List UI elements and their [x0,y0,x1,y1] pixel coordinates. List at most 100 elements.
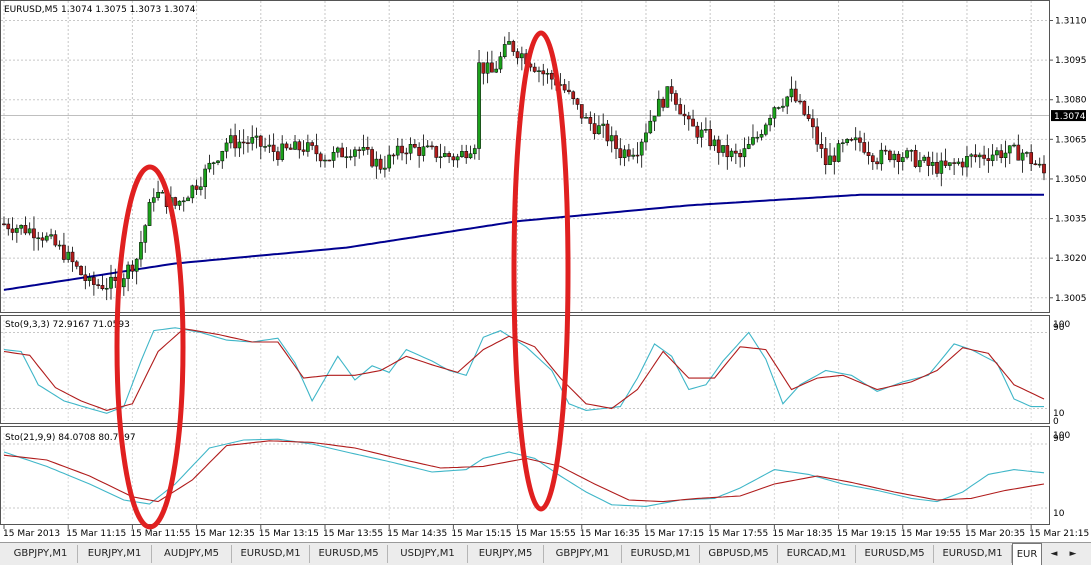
candle [404,147,409,165]
candle [943,148,948,169]
candle [143,224,148,253]
candle [203,164,208,200]
candle [678,97,683,115]
candle [280,135,285,162]
sto1-gridlines [1,320,1049,421]
chart-tab[interactable]: EURUSD,M5 [856,545,934,563]
chart-tab[interactable]: GBPJPY,M1 [4,545,78,563]
chart-tab[interactable]: AUDJPY,M5 [152,545,232,563]
candle [224,137,229,159]
candle [464,144,469,164]
candle [995,147,999,161]
candle [977,152,982,168]
candle [383,155,387,178]
chart-tab[interactable]: EURCAD,M1 [778,545,856,563]
candle [323,154,327,168]
candle [520,46,524,71]
candle [682,104,687,126]
candle [494,60,499,74]
candle [126,261,130,292]
sto2-label: Sto(21,9,9) 84.0708 80.7197 [5,433,136,443]
chart-tab[interactable]: GBPJPY,M1 [544,545,622,563]
sto1-lines [3,327,1045,414]
current-price-label: 1.3074 [1054,112,1086,122]
candle [879,142,884,171]
tab-scroll-right-icon[interactable]: ► [1069,549,1077,559]
candle [121,273,126,296]
candle [62,232,66,263]
candle [430,141,434,150]
candle [1037,157,1042,168]
candle [160,189,165,194]
candle [763,122,768,137]
candle [549,69,554,90]
candle [965,146,969,177]
time-tick-label: 15 Mar 11:55 [130,529,190,539]
tab-scroll-left-icon[interactable]: ◄ [1050,549,1058,559]
chart-tab[interactable]: EURUSD,M1 [934,545,1012,563]
candle [19,224,23,235]
chart-tab[interactable]: EURUSD,M1 [622,545,700,563]
time-tick-label: 15 Mar 17:55 [708,529,768,539]
main-title: EURUSD,M5 1.3074 1.3075 1.3073 1.3074 [4,5,196,15]
candle [999,144,1004,164]
candle [537,66,541,83]
candle [387,145,392,172]
candle [708,120,713,150]
candle [635,142,640,164]
sto2-gridlines [1,433,1049,519]
candle [468,145,473,160]
sto-signal-line [3,328,1045,411]
candle [1016,134,1021,161]
candle [947,162,952,171]
candle [793,80,798,103]
candle [276,146,280,166]
candle [648,110,653,135]
candle [370,146,374,168]
price-tick-label: 1.3035 [1055,215,1087,225]
candle [6,218,11,236]
main-price-pane[interactable]: EURUSD,M5 1.3074 1.3075 1.3073 1.3074 [0,0,1050,313]
highlight-ellipse-right [511,30,571,512]
candle [36,231,41,251]
candle [652,115,657,132]
candle [267,134,272,154]
candle [314,133,319,162]
candle [772,106,777,128]
candle [639,138,644,168]
candle [930,151,935,175]
price-tick-label: 1.3005 [1055,294,1087,304]
candle [776,106,781,110]
candle [70,246,75,272]
chart-tab[interactable]: USDJPY,M1 [388,545,468,563]
price-tick-label: 1.3020 [1055,254,1087,264]
candle [567,80,571,95]
candle [481,62,486,85]
candle [254,127,259,149]
chart-tab[interactable]: EURJPY,M5 [468,545,544,563]
candle [952,158,956,175]
candle [395,138,400,160]
candle [888,149,892,163]
candle [49,228,53,240]
candle [408,137,413,161]
chart-tab[interactable]: EURUSD,M1 [232,545,310,563]
candle [27,222,32,236]
candle [194,179,199,196]
candle [250,125,255,151]
chart-area[interactable]: EURUSD,M5 1.3074 1.3075 1.3073 1.3074 1.… [0,0,1091,542]
stochastic-pane-1[interactable]: Sto(9,3,3) 72.9167 71.0593 [0,315,1050,424]
candle [301,140,306,156]
candle [400,138,404,161]
candle [811,109,815,139]
candle [986,148,991,173]
chart-tab[interactable]: EURUSD,M5 [310,545,388,563]
candle [734,143,738,165]
time-tick-label: 15 Mar 21:15 [1029,529,1089,539]
candle [849,137,854,142]
time-tick-label: 15 Mar 16:35 [580,529,640,539]
chart-tab[interactable]: GBPUSD,M5 [700,545,778,563]
chart-tab[interactable]: EURJPY,M1 [78,545,152,563]
chart-tab[interactable]: EUR [1012,543,1042,565]
candle [156,180,160,201]
